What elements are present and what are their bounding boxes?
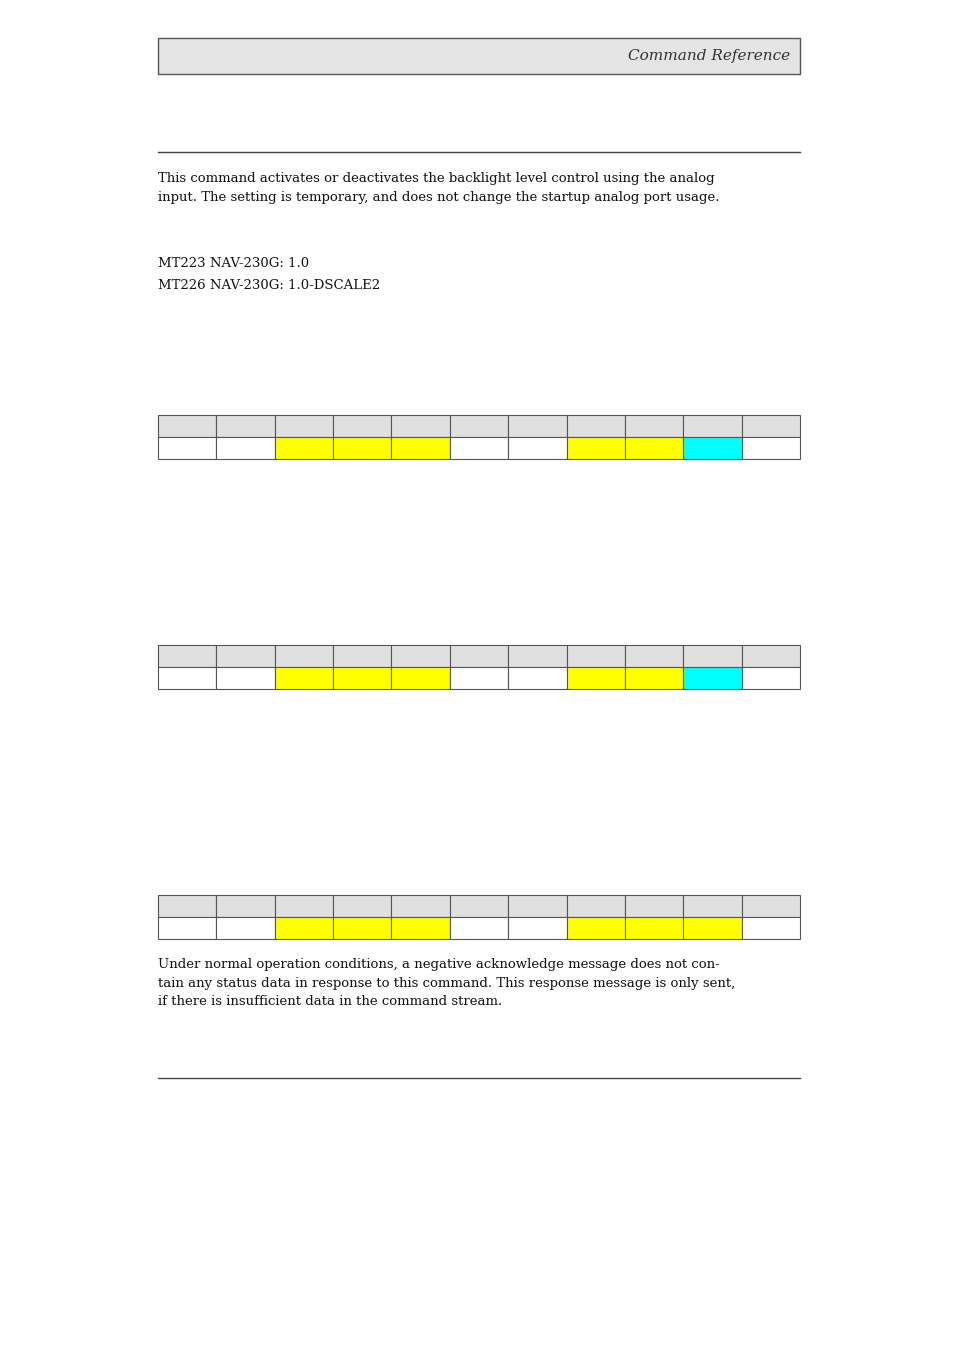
Bar <box>391 894 450 917</box>
Bar <box>566 644 624 667</box>
Bar <box>566 667 624 689</box>
Bar <box>624 415 682 436</box>
Bar <box>333 436 391 459</box>
Bar <box>158 415 216 436</box>
Bar <box>391 917 450 939</box>
Bar <box>274 667 333 689</box>
Bar <box>158 38 800 74</box>
Bar <box>508 917 566 939</box>
Bar <box>450 667 508 689</box>
Bar <box>216 894 274 917</box>
Bar <box>450 436 508 459</box>
Bar <box>333 917 391 939</box>
Bar <box>740 894 800 917</box>
Bar <box>624 894 682 917</box>
Bar <box>566 415 624 436</box>
Bar <box>216 436 274 459</box>
Bar <box>682 436 740 459</box>
Bar <box>450 644 508 667</box>
Bar <box>216 667 274 689</box>
Bar <box>274 436 333 459</box>
Bar <box>391 436 450 459</box>
Bar <box>566 894 624 917</box>
Text: This command activates or deactivates the backlight level control using the anal: This command activates or deactivates th… <box>158 172 719 204</box>
Bar <box>740 415 800 436</box>
Bar <box>274 894 333 917</box>
Bar <box>566 917 624 939</box>
Bar <box>216 644 274 667</box>
Bar <box>333 894 391 917</box>
Bar <box>450 415 508 436</box>
Bar <box>624 436 682 459</box>
Bar <box>158 917 216 939</box>
Bar <box>391 644 450 667</box>
Bar <box>333 667 391 689</box>
Bar <box>158 436 216 459</box>
Bar <box>158 667 216 689</box>
Bar <box>274 644 333 667</box>
Bar <box>450 894 508 917</box>
Bar <box>158 644 216 667</box>
Bar <box>740 436 800 459</box>
Bar <box>508 894 566 917</box>
Bar <box>391 415 450 436</box>
Bar <box>216 415 274 436</box>
Bar <box>566 436 624 459</box>
Bar <box>333 415 391 436</box>
Bar <box>682 917 740 939</box>
Text: Command Reference: Command Reference <box>627 49 789 63</box>
Bar <box>216 917 274 939</box>
Bar <box>391 667 450 689</box>
Bar <box>682 644 740 667</box>
Bar <box>682 415 740 436</box>
Bar <box>740 917 800 939</box>
Bar <box>158 894 216 917</box>
Bar <box>333 644 391 667</box>
Bar <box>740 644 800 667</box>
Bar <box>624 917 682 939</box>
Bar <box>508 667 566 689</box>
Text: MT226 NAV-230G: 1.0-DSCALE2: MT226 NAV-230G: 1.0-DSCALE2 <box>158 280 379 292</box>
Bar <box>450 917 508 939</box>
Text: MT223 NAV-230G: 1.0: MT223 NAV-230G: 1.0 <box>158 257 309 270</box>
Bar <box>508 436 566 459</box>
Bar <box>682 667 740 689</box>
Bar <box>740 667 800 689</box>
Bar <box>682 894 740 917</box>
Bar <box>274 415 333 436</box>
Bar <box>508 415 566 436</box>
Text: Under normal operation conditions, a negative acknowledge message does not con-
: Under normal operation conditions, a neg… <box>158 958 735 1008</box>
Bar <box>624 667 682 689</box>
Bar <box>624 644 682 667</box>
Bar <box>508 644 566 667</box>
Bar <box>274 917 333 939</box>
